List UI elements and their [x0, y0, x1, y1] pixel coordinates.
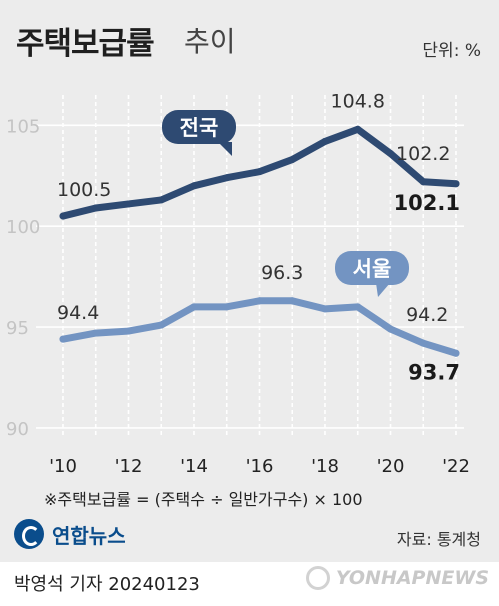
- data-point: [223, 303, 231, 311]
- x-tick-label: '20: [377, 456, 405, 477]
- data-label: 94.4: [57, 302, 99, 324]
- data-label: 102.2: [396, 143, 450, 165]
- data-point: [452, 349, 460, 357]
- byline: 박영석 기자 20240123: [14, 574, 200, 595]
- data-point: [419, 178, 427, 186]
- data-point: [157, 321, 165, 329]
- y-tick-label: 105: [6, 116, 40, 137]
- data-point: [125, 327, 132, 335]
- x-tick-label: '18: [311, 456, 339, 477]
- seoul-series-label: 서울: [353, 257, 392, 281]
- chart-title-suffix: 추이: [184, 25, 236, 58]
- data-point: [354, 303, 362, 311]
- data-point: [256, 168, 263, 176]
- data-point: [125, 200, 132, 208]
- data-label: 102.1: [394, 191, 460, 215]
- data-point: [288, 156, 296, 164]
- y-tick-label: 100: [6, 217, 40, 238]
- yonhap-logo: 연합뉴스: [14, 516, 126, 552]
- x-tick-label: '14: [180, 456, 208, 477]
- y-tick-label: 95: [6, 318, 29, 339]
- data-label: 93.7: [408, 360, 460, 384]
- data-point: [256, 297, 263, 305]
- x-tick-label: '22: [442, 456, 470, 477]
- data-point: [157, 196, 165, 204]
- data-point: [59, 335, 67, 343]
- data-point: [223, 174, 231, 182]
- seoul-bubble-tail: [376, 283, 390, 297]
- national-series-label: 전국: [180, 116, 219, 140]
- watermark-text: YONHAPNEWS: [335, 567, 489, 589]
- data-label: 104.8: [331, 90, 385, 112]
- data-point: [452, 180, 460, 188]
- watermark: YONHAPNEWS: [305, 566, 489, 590]
- unit-label: 단위: %: [422, 41, 481, 61]
- line-chart: 90 95 100 105 '10 '12 '14 '16 '18 '20 '22 100.5 104.…: [6, 90, 470, 477]
- y-tick-label: 90: [6, 419, 29, 440]
- source-label: 자료: 통계청: [396, 530, 481, 549]
- watermark-icon: [305, 566, 330, 590]
- data-label: 96.3: [261, 262, 303, 284]
- data-point: [190, 182, 198, 190]
- data-point: [190, 303, 198, 311]
- x-tick-label: '16: [246, 456, 274, 477]
- data-point: [288, 297, 296, 305]
- yonhap-logo-icon: [14, 519, 44, 549]
- formula-footnote: ※주택보급률 = (주택수 ÷ 일반가구수) × 100: [44, 490, 363, 509]
- x-tick-label: '10: [49, 456, 77, 477]
- data-label: 100.5: [57, 179, 111, 201]
- data-point: [92, 329, 100, 337]
- data-point: [321, 305, 329, 313]
- data-label: 94.2: [406, 304, 448, 326]
- national-bubble-tail: [218, 142, 232, 156]
- logo-text: 연합뉴스: [52, 523, 126, 548]
- seoul-bubble: [335, 251, 409, 285]
- chart-title: 주택보급률: [16, 26, 155, 62]
- data-point: [92, 204, 100, 212]
- data-point: [321, 137, 329, 145]
- data-point: [419, 339, 427, 347]
- national-bubble: [162, 110, 236, 144]
- data-point: [59, 212, 67, 220]
- x-tick-label: '12: [115, 456, 143, 477]
- chart-panel: [0, 0, 499, 562]
- data-point: [354, 125, 362, 133]
- data-point: [387, 325, 394, 333]
- data-point: [387, 150, 394, 158]
